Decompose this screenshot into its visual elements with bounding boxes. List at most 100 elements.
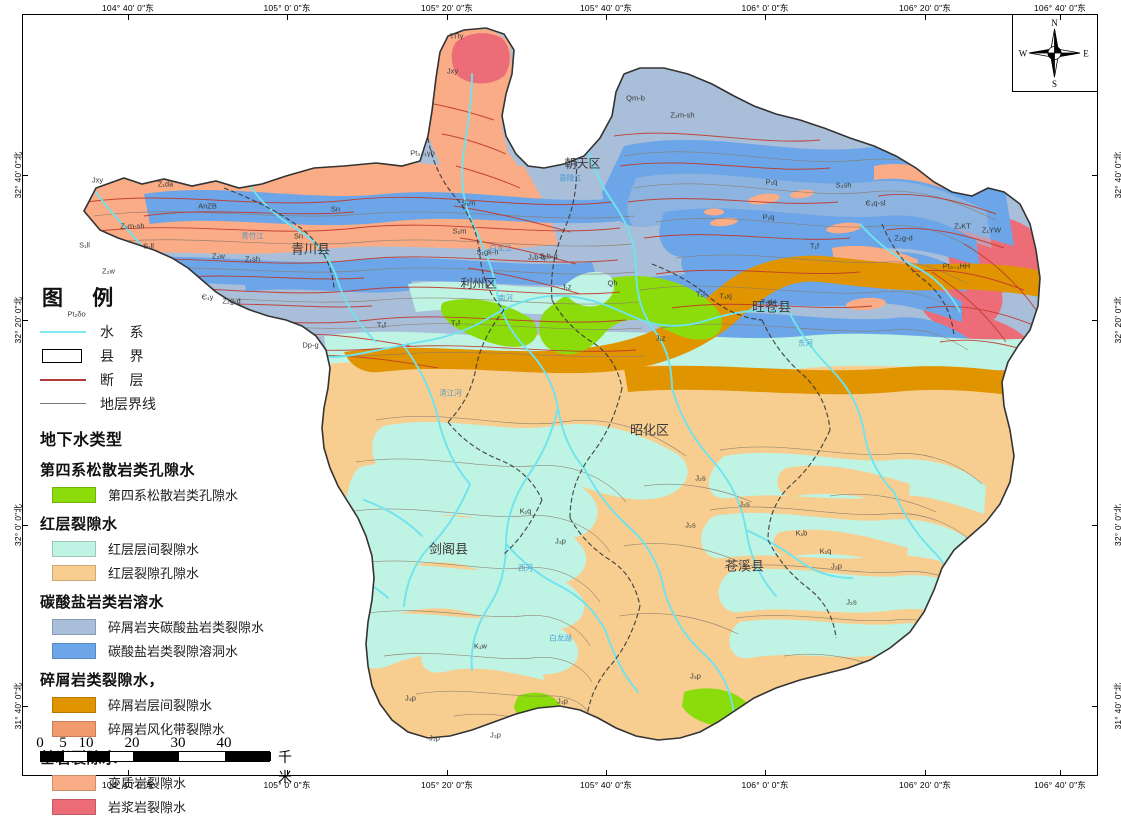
geology-unit-label: T₁f xyxy=(809,241,819,250)
graticule-lon-label: 106° 0' 0"东 xyxy=(741,780,789,790)
legend-group-heading: 碳酸盐岩类岩溶水 xyxy=(40,595,165,611)
river-name-label: 青竹江 xyxy=(241,230,264,240)
geology-unit-label: Z₂m-sh xyxy=(120,221,144,230)
place-name-label: 青川县 xyxy=(290,241,329,256)
geology-unit-label: Z₁KT xyxy=(954,221,971,230)
geology-unit-label: J₂s xyxy=(846,597,857,606)
county-line-swatch xyxy=(40,349,86,363)
legend-color-swatch xyxy=(52,540,96,557)
map-canvas[interactable]: TΠγ Jxy Pt₃₋₁γb Jxy Z₁da AnZB Z₂m-sh S₁ll S₁ll Z₁… xyxy=(24,16,1097,775)
place-name-label: 苍溪县 xyxy=(724,558,763,573)
legend-item-label: 碎屑岩层间裂隙水 xyxy=(108,698,213,713)
graticule-lat-label: 32° 20' 0"北 xyxy=(1113,296,1121,344)
graticule-tick-mark xyxy=(287,14,288,20)
compass-north-label: N xyxy=(1051,18,1058,28)
legend-item-label: 第四系松散岩类孔隙水 xyxy=(108,488,239,503)
graticule-tick-mark xyxy=(925,14,926,20)
geology-unit-label: K₁b xyxy=(795,528,807,537)
graticule-tick-mark xyxy=(925,770,926,776)
graticule-tick-mark xyxy=(606,770,607,776)
legend-line-fault: 断 层 xyxy=(40,370,300,390)
geology-unit-label: J₃p xyxy=(690,671,701,680)
legend-item-label: 变质岩裂隙水 xyxy=(108,776,187,791)
legend-item-label: 岩浆岩裂隙水 xyxy=(108,800,187,815)
place-name-label: 利州区 xyxy=(460,276,496,290)
geology-unit-label: J₂s xyxy=(695,473,706,482)
river-name-label: 西河 xyxy=(518,563,533,572)
graticule-lon-label: 105° 40' 0"东 xyxy=(579,780,633,790)
geology-unit-label: S₁b-q xyxy=(539,251,557,260)
legend-color-swatch xyxy=(52,564,96,581)
geology-unit-label: J₃p xyxy=(557,696,568,705)
legend-item-label: 碎屑岩夹碳酸盐岩类裂隙水 xyxy=(108,620,265,635)
legend-item[interactable]: 碎屑岩层间裂隙水 xyxy=(52,695,300,714)
legend-item[interactable]: 碳酸盐岩类裂隙溶洞水 xyxy=(52,641,300,660)
legend-color-swatch xyxy=(52,642,96,659)
geology-unit-label: Z₂g-d xyxy=(894,233,912,242)
graticule-lon-label: 106° 20' 0"东 xyxy=(898,3,952,13)
graticule-lon-label: 106° 40' 0"东 xyxy=(1033,3,1087,13)
geology-unit-label: Z₁da xyxy=(157,179,173,188)
graticule-lon-label: 105° 0' 0"东 xyxy=(263,780,311,790)
geology-unit-label: Є₁q-sl xyxy=(865,198,885,207)
graticule-lat-label: 31° 40' 0"北 xyxy=(1113,682,1121,730)
legend-item[interactable]: 岩浆岩裂隙水 xyxy=(52,797,300,816)
geology-unit-label: P₁q xyxy=(765,177,777,186)
water-line-swatch xyxy=(40,325,86,339)
legend-line-county: 县 界 xyxy=(40,346,300,366)
legend-item[interactable]: 第四系松散岩类孔隙水 xyxy=(52,485,300,504)
graticule-tick-mark xyxy=(1092,525,1098,526)
legend-item[interactable]: 碎屑岩夹碳酸盐岩类裂隙水 xyxy=(52,617,300,636)
geology-unit-label: Z₂w xyxy=(212,251,225,260)
geology-unit-label: J₂s xyxy=(685,520,696,529)
geology-unit-label: Є₁y xyxy=(201,292,213,301)
geology-unit-label: T₁f xyxy=(695,289,705,298)
graticule-lon-label: 105° 0' 0"东 xyxy=(263,3,311,13)
legend-group-heading: 红层裂隙水 xyxy=(40,517,118,533)
geology-unit-label: S₁m xyxy=(461,198,475,207)
river-name-label: 白龙江 xyxy=(489,242,512,252)
legend-groups: 第四系松散岩类孔隙水 第四系松散岩类孔隙水 红层裂隙水 红层层间裂隙水 红层裂隙孔隙水碳… xyxy=(40,459,300,816)
graticule-tick-mark xyxy=(1092,706,1098,707)
graticule-tick-mark xyxy=(22,320,28,321)
geology-unit-label: J₃p xyxy=(405,693,416,702)
legend-item[interactable]: 红层层间裂隙水 xyxy=(52,539,300,558)
compass-east-label: E xyxy=(1083,49,1089,59)
geology-unit-label: T₁f xyxy=(450,318,460,327)
geology-unit-label: J₃p xyxy=(831,561,842,570)
legend-item[interactable]: 变质岩裂隙水 xyxy=(52,773,300,792)
graticule-tick-mark xyxy=(765,770,766,776)
geology-unit-label: J₁z xyxy=(655,333,665,342)
geology-unit-label: K₁q xyxy=(519,506,531,515)
legend-color-swatch xyxy=(52,696,96,713)
legend-item[interactable]: 红层裂隙孔隙水 xyxy=(52,563,300,582)
legend-color-swatch xyxy=(52,720,96,737)
legend-item[interactable]: 碎屑岩风化带裂隙水 xyxy=(52,719,300,738)
geology-unit-label: Z₂m-sh xyxy=(670,110,694,119)
strata-line-swatch xyxy=(40,397,86,411)
legend-line-label: 水 系 xyxy=(100,326,150,341)
river-name-label: 南河 xyxy=(498,292,513,302)
geology-unit-label: Jxy xyxy=(91,175,103,184)
geology-unit-label: J₃p xyxy=(429,733,440,742)
graticule-tick-mark xyxy=(22,706,28,707)
place-name-label: 昭化区 xyxy=(629,422,668,437)
geology-unit-label: T₁f xyxy=(376,320,386,329)
geology-unit-label: TΠγ xyxy=(449,31,463,40)
graticule-lon-label: 105° 40' 0"东 xyxy=(579,3,633,13)
legend-line-strata: 地层界线 xyxy=(40,394,300,414)
geology-unit-label: Sn xyxy=(330,204,339,213)
geology-unit-label: J₂s xyxy=(739,499,750,508)
graticule-tick-mark xyxy=(765,14,766,20)
geology-unit-label: S₁ll xyxy=(143,241,154,250)
geology-unit-label: S₂sh xyxy=(835,180,851,189)
graticule-lon-label: 104° 40' 0"东 xyxy=(101,3,155,13)
scale-bar-number: 5 xyxy=(59,735,67,751)
graticule-lon-label: 105° 20' 0"东 xyxy=(420,3,474,13)
legend-line-label: 断 层 xyxy=(100,374,150,389)
legend-color-swatch xyxy=(52,618,96,635)
place-name-label: 朝天区 xyxy=(564,156,600,170)
geology-unit-label: J₁b-q xyxy=(527,252,544,261)
graticule-lat-label: 32° 0' 0"北 xyxy=(1113,503,1121,547)
scale-bar-number: 20 xyxy=(124,735,140,751)
